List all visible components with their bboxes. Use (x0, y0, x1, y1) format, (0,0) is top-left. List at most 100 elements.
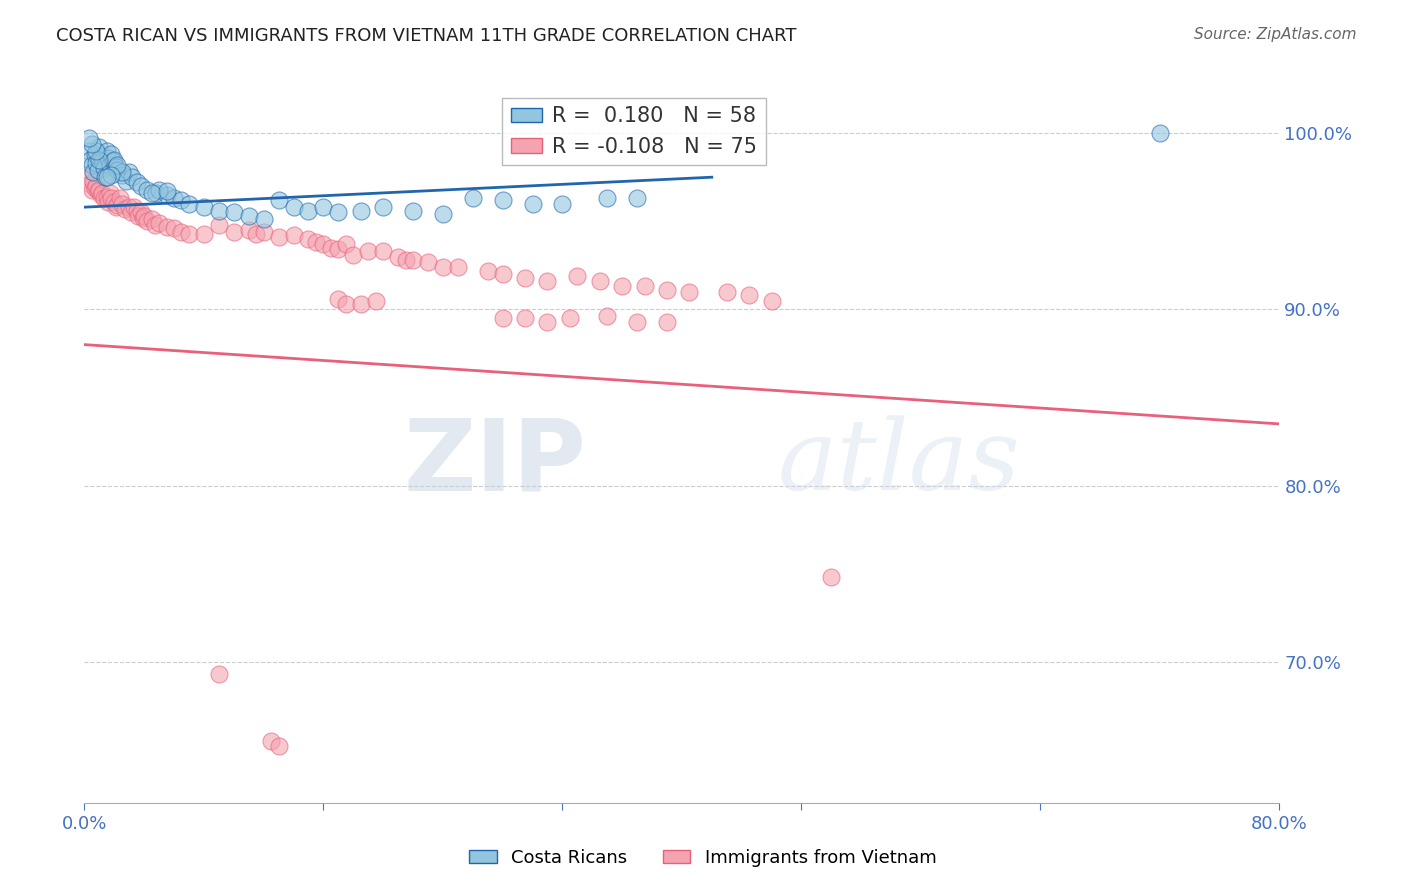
Point (626, 315, 648, 329)
Point (82, 176, 104, 190)
Point (97, 194, 120, 209)
Point (253, 225, 276, 239)
Point (416, 254, 439, 268)
Point (283, 228, 305, 243)
Point (100, 191, 122, 205)
Point (492, 267, 515, 281)
Point (89, 153, 111, 167)
Point (373, 200, 395, 214)
Point (141, 186, 163, 200)
Point (111, 169, 134, 183)
Point (373, 244, 395, 259)
Point (86, 179, 108, 194)
Text: COSTA RICAN VS IMMIGRANTS FROM VIETNAM 11TH GRADE CORRELATION CHART: COSTA RICAN VS IMMIGRANTS FROM VIETNAM 1… (56, 27, 797, 45)
Point (90, 187, 112, 202)
Point (122, 200, 145, 214)
Point (93, 161, 115, 176)
Point (148, 216, 170, 230)
Point (143, 218, 166, 232)
Point (267, 739, 290, 754)
Point (626, 191, 648, 205)
Point (177, 227, 200, 241)
Point (208, 667, 231, 681)
Point (447, 260, 470, 274)
Point (328, 292, 350, 306)
Point (193, 200, 215, 214)
Point (155, 219, 177, 234)
Point (312, 200, 335, 214)
Point (283, 200, 305, 214)
Point (105, 163, 128, 178)
Point (91, 186, 114, 200)
Point (222, 205, 245, 219)
Point (104, 160, 127, 174)
Point (305, 235, 328, 250)
Point (155, 187, 177, 202)
Point (328, 205, 350, 219)
Point (104, 200, 127, 214)
Point (145, 186, 167, 200)
Point (129, 205, 152, 219)
Point (105, 198, 128, 212)
Point (312, 237, 335, 252)
Point (596, 191, 619, 205)
Point (208, 218, 231, 232)
Point (633, 279, 655, 293)
Point (131, 211, 153, 225)
Legend: R =  0.180   N = 58, R = -0.108   N = 75: R = 0.180 N = 58, R = -0.108 N = 75 (502, 98, 766, 165)
Point (536, 274, 558, 288)
Point (820, 570, 842, 584)
Point (357, 244, 380, 259)
Point (83, 181, 105, 195)
Point (127, 209, 149, 223)
Point (522, 196, 544, 211)
Point (98, 158, 121, 172)
Point (80, 136, 103, 151)
Point (100, 147, 122, 161)
Point (432, 260, 454, 274)
Point (79, 153, 101, 167)
Point (170, 193, 193, 207)
Point (596, 310, 619, 324)
Point (402, 203, 425, 218)
Point (208, 203, 231, 218)
Point (97, 151, 120, 165)
Point (77, 170, 100, 185)
Point (125, 176, 148, 190)
Legend: Costa Ricans, Immigrants from Vietnam: Costa Ricans, Immigrants from Vietnam (463, 842, 943, 874)
Point (132, 209, 156, 223)
Point (163, 221, 186, 235)
Point (91, 154, 114, 169)
Point (678, 285, 700, 299)
Point (612, 279, 634, 293)
Point (129, 179, 152, 194)
Text: atlas: atlas (778, 416, 1021, 511)
Point (461, 191, 484, 205)
Point (111, 165, 134, 179)
Point (100, 169, 122, 183)
Point (387, 250, 409, 264)
Point (80, 182, 103, 196)
Point (125, 203, 148, 218)
Point (103, 194, 125, 209)
Point (105, 158, 128, 172)
Point (111, 196, 134, 211)
Point (335, 237, 357, 252)
Point (655, 315, 678, 329)
Point (136, 182, 159, 196)
Point (120, 205, 142, 219)
Point (238, 209, 260, 223)
Point (193, 227, 215, 241)
Point (492, 311, 515, 326)
Point (716, 285, 738, 299)
Point (141, 212, 163, 227)
Point (238, 223, 260, 237)
Point (589, 274, 612, 288)
Point (477, 263, 499, 277)
Text: Source: ZipAtlas.com: Source: ZipAtlas.com (1194, 27, 1357, 42)
Point (79, 178, 101, 192)
Point (155, 184, 177, 198)
Point (93, 191, 115, 205)
Point (513, 311, 536, 326)
Point (83, 147, 105, 161)
